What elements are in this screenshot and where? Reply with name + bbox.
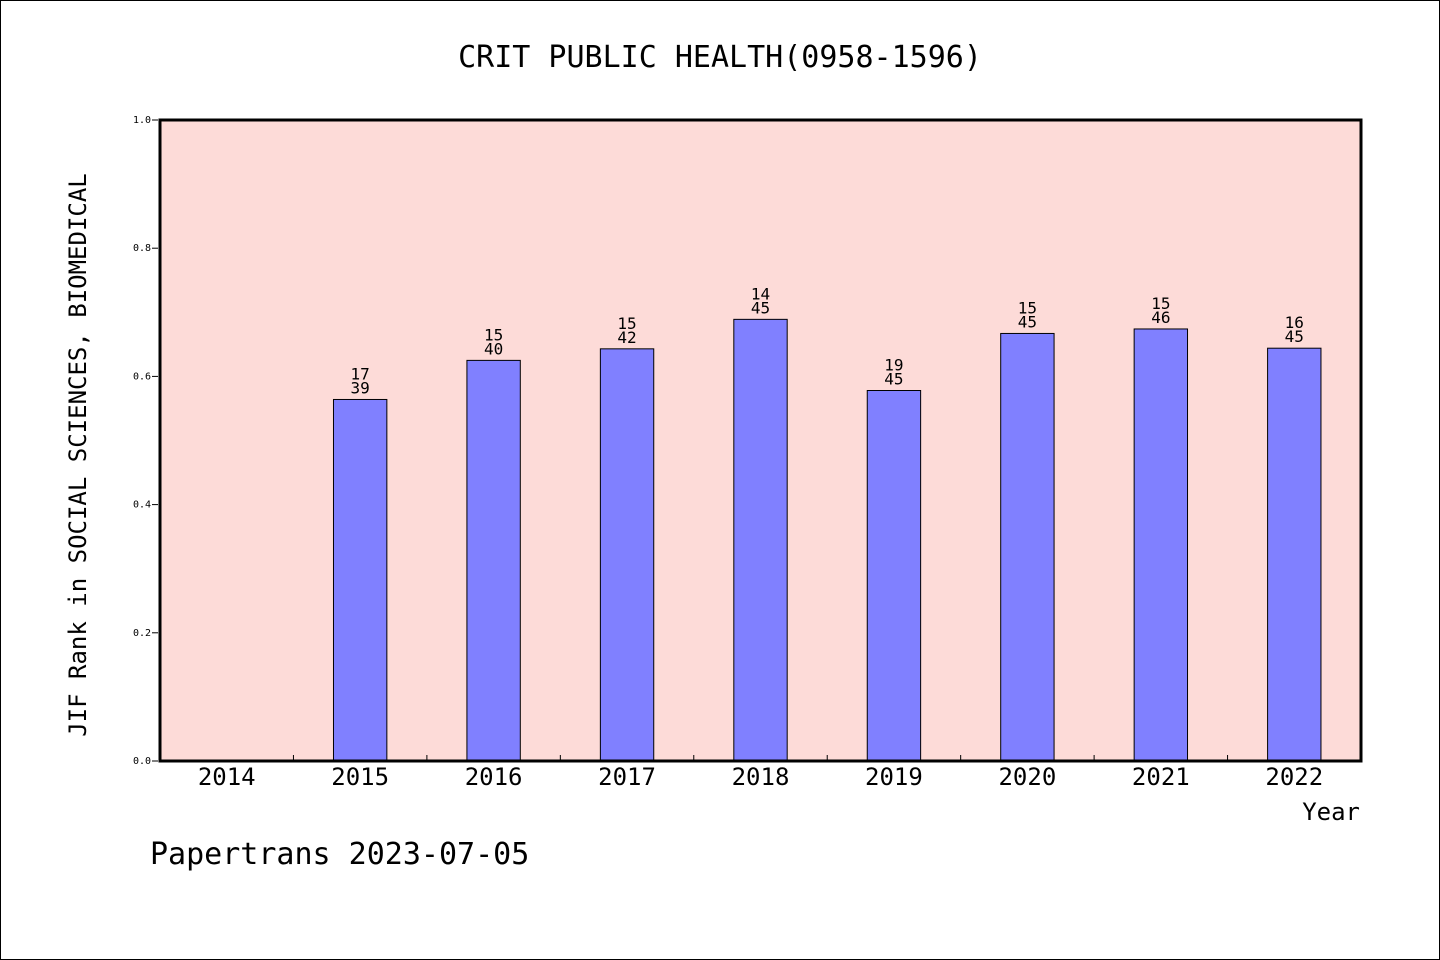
bars xyxy=(332,318,1322,762)
bar-total-label: 39 xyxy=(351,378,370,397)
bar-total-label: 42 xyxy=(617,328,636,347)
bar-rank-label: 17 xyxy=(351,364,370,383)
y-axis-label: JIF Rank in SOCIAL SCIENCES, BIOMEDICAL xyxy=(64,173,92,737)
x-tick-label: 2017 xyxy=(598,763,656,791)
bar-2022 xyxy=(1267,347,1322,762)
bar-rank-label: 14 xyxy=(751,284,770,303)
y-tick-label: 1.0 xyxy=(133,115,151,126)
x-tick-label: 2015 xyxy=(331,763,389,791)
bar-total-label: 45 xyxy=(1018,312,1037,331)
bar-2020 xyxy=(1000,332,1055,762)
bar-total-label: 40 xyxy=(484,339,503,358)
bar-total-label: 45 xyxy=(1285,327,1304,346)
y-tick-label: 0.6 xyxy=(133,371,151,382)
footer-text: Papertrans 2023-07-05 xyxy=(150,837,529,872)
bar-total-label: 45 xyxy=(751,298,770,317)
bar-2019 xyxy=(866,390,922,762)
x-tick-label: 2019 xyxy=(865,763,923,791)
x-tick-label: 2022 xyxy=(1265,763,1323,791)
bar-total-label: 46 xyxy=(1151,308,1170,327)
chart-title: CRIT PUBLIC HEALTH(0958-1596) xyxy=(458,40,982,75)
bar-total-label: 45 xyxy=(884,370,903,389)
y-tick-label: 0.2 xyxy=(133,628,151,639)
x-tick-label: 2021 xyxy=(1132,763,1190,791)
bar-rank-label: 19 xyxy=(884,356,903,375)
bar-2017 xyxy=(599,348,655,762)
y-tick-label: 0.8 xyxy=(133,243,151,254)
bar-rank-label: 16 xyxy=(1285,313,1304,332)
bar-rank-label: 15 xyxy=(617,314,636,333)
x-tick-label: 2020 xyxy=(998,763,1056,791)
x-tick-label: 2016 xyxy=(465,763,523,791)
x-axis-ticks: 2014 2015 2016 2017 2018 2019 2020 2021 2022 xyxy=(198,755,1323,791)
bar-2021 xyxy=(1133,328,1189,762)
y-axis-ticks: 0.0 0.2 0.4 0.6 0.8 1.0 xyxy=(133,115,158,767)
bar-rank-label: 15 xyxy=(1018,298,1037,317)
x-tick-label: 2018 xyxy=(732,763,790,791)
bar-2015 xyxy=(332,398,388,762)
x-tick-label: 2014 xyxy=(198,763,256,791)
bar-rank-label: 15 xyxy=(1151,294,1170,313)
bar-2016 xyxy=(466,359,521,762)
y-tick-label: 0.4 xyxy=(133,500,151,511)
y-tick-label: 0.0 xyxy=(133,756,151,767)
bar-rank-label: 15 xyxy=(484,325,503,344)
plot-border xyxy=(158,118,1363,763)
x-axis-label: Year xyxy=(1302,798,1360,826)
bar-2018 xyxy=(733,318,788,762)
